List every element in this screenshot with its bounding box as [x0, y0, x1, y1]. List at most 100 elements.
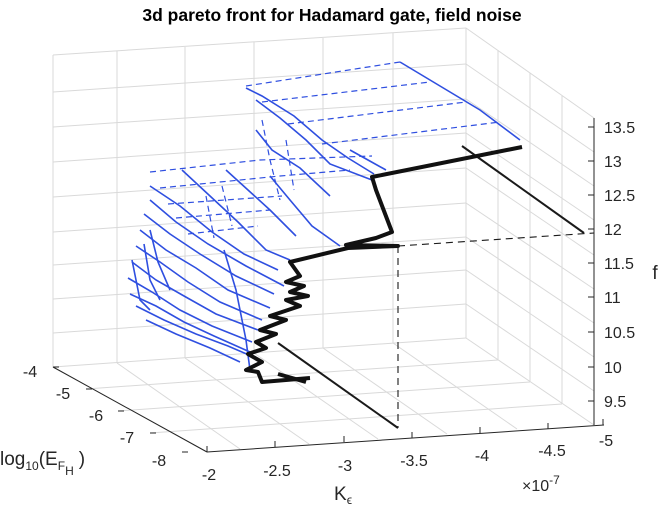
- grid-line: [52, 98, 467, 128]
- x-tick-labels: -2 -2.5 -3 -3.5 -4 -4.5 -5: [202, 433, 613, 484]
- surface-line: [145, 319, 241, 363]
- z-tick-label: 12: [604, 222, 622, 239]
- y-axis-label: log10(EFH): [0, 449, 85, 478]
- z-tick-labels: 9.5 10 10.5 11 11.5 12 12.5 13 13.5: [604, 120, 635, 411]
- grid-lines: [52, 27, 595, 453]
- grid-line: [149, 403, 563, 434]
- z-tick-label: 12.5: [604, 188, 635, 205]
- grid-line: [392, 342, 518, 430]
- grid-line: [52, 337, 467, 368]
- z-tick-label: 9.5: [604, 394, 626, 411]
- y-axis-label-sub-f: F: [58, 459, 65, 473]
- grid-line: [52, 27, 467, 56]
- x-multiplier-base: ×10: [522, 478, 549, 495]
- grid-line: [52, 63, 467, 93]
- surface-line: [149, 185, 279, 271]
- x-tick-label: -3.5: [400, 453, 428, 470]
- surface-line: [225, 169, 297, 237]
- x-axis-label-main: K: [334, 484, 347, 505]
- x-tick-marks: [206, 419, 604, 452]
- x-axis-label: Kϵ: [334, 484, 352, 507]
- x-axis-line: [206, 424, 605, 453]
- surface-line: [131, 261, 259, 331]
- surface-dashed-line: [159, 169, 351, 189]
- front-tail-line: [277, 372, 307, 384]
- projections: [277, 145, 595, 429]
- y-tick-marks: [53, 366, 188, 453]
- z-tick-label: 13.5: [604, 120, 635, 137]
- grid-line: [52, 236, 467, 266]
- x-tick-label: -4: [475, 448, 489, 465]
- surface-line: [181, 169, 291, 261]
- surface-line: [269, 175, 341, 247]
- z-tick-label: 10: [604, 360, 622, 377]
- grid-line: [253, 352, 379, 440]
- y-tick-label: -4: [23, 364, 37, 381]
- surface-dashed-line: [285, 139, 295, 191]
- surface-dashed-line: [205, 195, 215, 239]
- x-tick-label: -4.5: [538, 443, 566, 460]
- pareto-surface-lines: [127, 61, 521, 371]
- axes: [52, 118, 605, 453]
- y-tick-label: -7: [120, 430, 134, 447]
- grid-line: [52, 202, 467, 233]
- grid-line: [322, 347, 448, 435]
- surface-dashed-line: [221, 185, 233, 227]
- pareto-front: [244, 145, 523, 384]
- y-tick-labels: -4 -5 -6 -7 -8: [23, 364, 166, 470]
- y-axis-line: [52, 366, 208, 453]
- surface-line: [149, 199, 285, 287]
- z-tick-label: 10.5: [604, 325, 635, 342]
- y-axis-label-sub-h: H: [65, 464, 74, 478]
- surface-line: [143, 213, 275, 295]
- x-tick-label: -5: [599, 433, 613, 450]
- x-tick-label: -2: [202, 467, 216, 484]
- surface-dashed-line: [167, 195, 283, 205]
- y-axis-label-base: 10: [25, 459, 39, 473]
- grid-line: [85, 359, 499, 390]
- surface-line: [399, 61, 521, 141]
- x-axis-multiplier: ×10-7: [522, 473, 560, 495]
- surface-dashed-line: [175, 209, 271, 219]
- z-tick-label: 11: [604, 290, 621, 307]
- x-axis-label-sub: ϵ: [347, 493, 352, 507]
- surface-line: [349, 149, 387, 171]
- surface-line: [139, 229, 271, 309]
- grid-line: [184, 357, 310, 445]
- surface-line: [135, 305, 257, 359]
- floor-projection-line: [277, 342, 399, 429]
- wall-projection-line: [461, 145, 585, 234]
- y-axis-label-close: ): [79, 449, 85, 470]
- surface-line: [135, 245, 263, 321]
- chart-title: 3d pareto front for Hadamard gate, field…: [142, 5, 521, 25]
- grid-line: [117, 381, 531, 412]
- grid-line: [52, 132, 467, 163]
- surface-dashed-line: [321, 121, 501, 145]
- x-tick-label: -3: [338, 458, 352, 475]
- surface-line: [127, 277, 253, 343]
- horizontal-dashed-to-wall: [397, 232, 595, 247]
- z-axis-label: f: [652, 263, 658, 284]
- surface-line: [143, 243, 161, 301]
- surface-dashed-line: [149, 155, 373, 173]
- surface-dashed-line: [187, 225, 259, 235]
- surface-line: [129, 293, 251, 353]
- y-tick-label: -5: [56, 386, 70, 403]
- y-axis-label-paren: (E: [39, 449, 58, 470]
- surface-line: [255, 129, 331, 197]
- z-tick-marks: [588, 126, 594, 402]
- surface-dashed-line: [261, 81, 431, 103]
- y-tick-label: -6: [89, 408, 103, 425]
- z-tick-label: 11.5: [604, 256, 634, 273]
- z-tick-label: 13: [604, 154, 622, 171]
- surface-line: [245, 87, 375, 175]
- x-multiplier-exponent: -7: [549, 473, 560, 487]
- grid-line: [52, 269, 467, 300]
- surface-line: [255, 99, 373, 181]
- surface-dashed-line: [245, 61, 401, 87]
- surface-line: [149, 229, 171, 291]
- grid-line: [116, 362, 241, 450]
- y-axis-label-log: log: [0, 449, 25, 470]
- pareto-front-line: [244, 145, 523, 384]
